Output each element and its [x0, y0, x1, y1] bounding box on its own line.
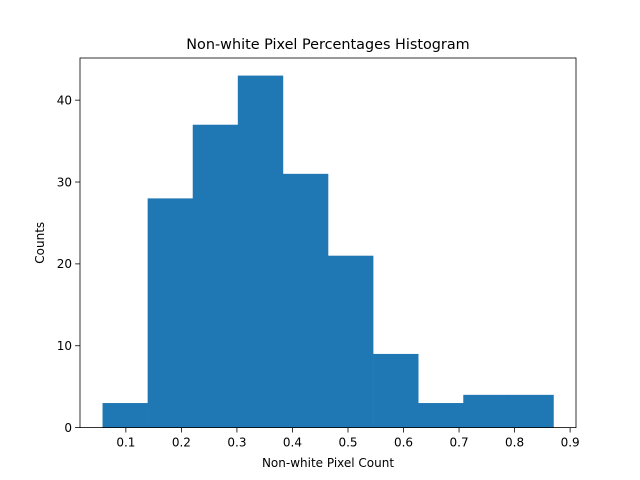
y-tick-label: 30 — [57, 175, 72, 189]
x-tick-label: 0.1 — [116, 436, 135, 450]
x-tick-label: 0.4 — [283, 436, 302, 450]
chart-title: Non-white Pixel Percentages Histogram — [186, 37, 469, 53]
histogram-bar — [282, 173, 329, 428]
histogram-bar — [418, 403, 464, 428]
y-tick-label: 20 — [57, 257, 72, 271]
x-tick-label: 0.6 — [394, 436, 413, 450]
histogram-bar — [192, 124, 239, 428]
y-tick-label: 0 — [64, 421, 72, 435]
x-tick-label: 0.7 — [450, 436, 469, 450]
histogram-bar — [373, 353, 419, 428]
x-tick-label: 0.3 — [227, 436, 246, 450]
x-axis-label: Non-white Pixel Count — [262, 456, 394, 470]
x-axis-ticks: 0.1 0.2 0.3 0.4 0.5 0.6 0.7 0.8 0.9 — [116, 427, 580, 450]
y-tick-label: 40 — [57, 93, 72, 107]
histogram-bar — [147, 198, 194, 428]
y-axis-label: Counts — [33, 222, 47, 264]
x-tick-label: 0.9 — [561, 436, 580, 450]
x-tick-label: 0.8 — [505, 436, 524, 450]
histogram-bar — [328, 255, 374, 428]
bars-group — [102, 75, 554, 428]
histogram-bar — [237, 75, 284, 428]
x-tick-label: 0.5 — [338, 436, 357, 450]
y-tick-label: 10 — [57, 339, 72, 353]
plot-frame — [79, 57, 577, 429]
histogram-bar — [508, 394, 554, 428]
y-axis-ticks: 0 10 20 30 40 — [57, 93, 80, 435]
histogram-bar — [102, 403, 148, 428]
histogram-bar — [463, 394, 509, 428]
x-tick-label: 0.2 — [172, 436, 191, 450]
